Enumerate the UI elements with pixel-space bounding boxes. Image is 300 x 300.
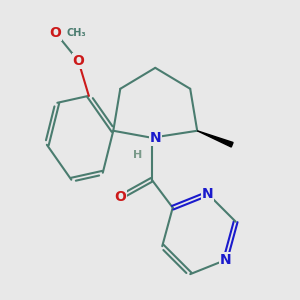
Text: O: O — [50, 26, 62, 40]
Text: N: N — [149, 131, 161, 145]
Text: N: N — [202, 187, 214, 201]
Text: CH₃: CH₃ — [67, 28, 86, 38]
Text: O: O — [72, 54, 84, 68]
Text: N: N — [219, 253, 231, 267]
Text: H: H — [133, 150, 142, 160]
Text: O: O — [114, 190, 126, 204]
Polygon shape — [197, 131, 233, 147]
